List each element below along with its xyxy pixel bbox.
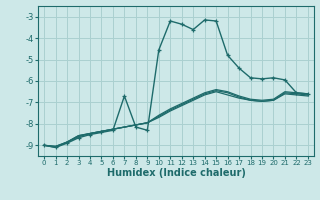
- X-axis label: Humidex (Indice chaleur): Humidex (Indice chaleur): [107, 168, 245, 178]
